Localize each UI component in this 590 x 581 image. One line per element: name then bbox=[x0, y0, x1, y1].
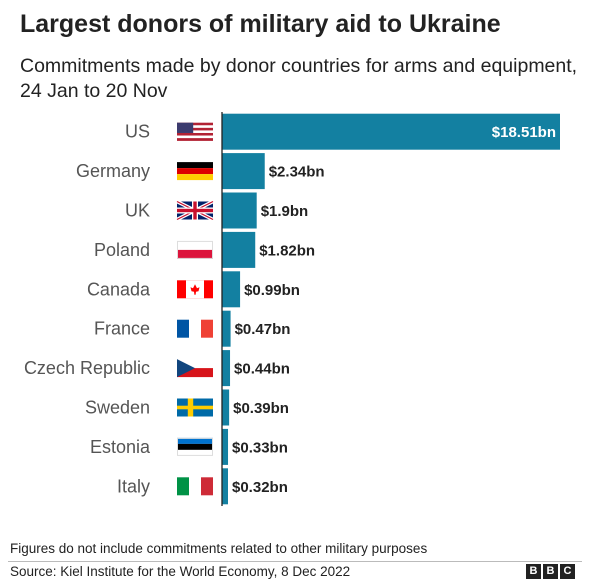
uk-flag-icon bbox=[176, 199, 214, 222]
footer-divider bbox=[8, 561, 582, 562]
category-label: Sweden bbox=[85, 398, 150, 418]
category-label: Estonia bbox=[90, 437, 151, 457]
data-label: $2.34bn bbox=[269, 164, 325, 181]
czech-republic-flag-icon bbox=[177, 359, 213, 378]
bbc-logo-letter: C bbox=[560, 564, 575, 579]
source-line: Source: Kiel Institute for the World Eco… bbox=[10, 564, 351, 579]
bar bbox=[222, 153, 265, 190]
bbc-logo-letter: B bbox=[526, 564, 541, 579]
bar bbox=[222, 350, 231, 387]
france-flag-icon bbox=[177, 319, 213, 338]
category-label: Poland bbox=[94, 240, 150, 260]
data-label: $18.51bn bbox=[492, 124, 556, 141]
bar bbox=[222, 113, 560, 150]
footnote: Figures do not include commitments relat… bbox=[10, 541, 428, 556]
data-label: $0.47bn bbox=[235, 321, 291, 338]
chart-title: Largest donors of military aid to Ukrain… bbox=[20, 10, 501, 38]
germany-flag-icon bbox=[177, 162, 213, 181]
chart-subtitle: Commitments made by donor countries for … bbox=[20, 55, 578, 102]
bar bbox=[222, 231, 256, 268]
sweden-flag-icon bbox=[177, 398, 213, 417]
bar bbox=[222, 271, 241, 308]
data-label: $0.39bn bbox=[233, 400, 289, 417]
bar bbox=[222, 428, 229, 465]
category-label: Germany bbox=[76, 161, 150, 181]
estonia-flag-icon bbox=[177, 437, 213, 456]
bar-chart: US $18.51bn Germany $2.34bn UK $1.9bn Poland $1… bbox=[24, 112, 560, 506]
data-label: $0.32bn bbox=[232, 479, 288, 496]
poland-flag-icon bbox=[177, 240, 213, 259]
data-label: $1.9bn bbox=[261, 203, 309, 220]
italy-flag-icon bbox=[177, 477, 213, 496]
category-label: US bbox=[125, 122, 150, 142]
data-label: $0.99bn bbox=[244, 282, 300, 299]
category-label: Czech Republic bbox=[24, 358, 150, 378]
category-label: Canada bbox=[87, 279, 151, 299]
bbc-logo-letter: B bbox=[543, 564, 558, 579]
canada-flag-icon bbox=[177, 280, 213, 299]
data-label: $0.33bn bbox=[232, 439, 288, 456]
bbc-logo: B B C bbox=[526, 564, 575, 579]
data-label: $1.82bn bbox=[259, 242, 315, 259]
category-label: Italy bbox=[117, 476, 150, 496]
bar bbox=[222, 468, 228, 505]
us-flag-icon bbox=[177, 122, 213, 141]
category-label: France bbox=[94, 319, 150, 339]
bar bbox=[222, 310, 231, 347]
bar bbox=[222, 389, 230, 426]
category-label: UK bbox=[125, 201, 150, 221]
data-label: $0.44bn bbox=[234, 361, 290, 378]
bar bbox=[222, 192, 257, 229]
